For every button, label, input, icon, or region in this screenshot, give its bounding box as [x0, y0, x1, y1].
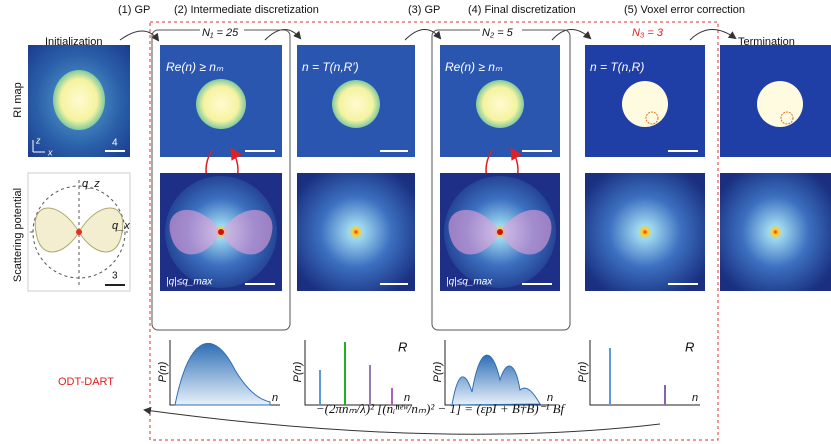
step-arrow — [552, 29, 590, 40]
page: ODT-DART workflow {"steps": ["(1) GP", "… — [0, 0, 831, 444]
step-arrow — [265, 29, 300, 40]
figure: (1) GP (2) Intermediate discretization (… — [0, 0, 831, 444]
panel-label: Re(n) ≥ nₘ — [445, 60, 503, 74]
histogram — [452, 355, 540, 405]
equation: −(2πnₘ/λ)² [(nᵢⁿᵉʷ/nₘ)² − 1] = (εpI + B†… — [316, 401, 567, 416]
scale-label: 4 — [112, 138, 118, 149]
row-label: Scattering potential — [12, 188, 24, 282]
ri-map — [622, 81, 668, 127]
histogram-label: R — [685, 339, 694, 354]
scattering-potential — [497, 229, 503, 235]
ri-maps — [28, 45, 831, 157]
step-arrow — [690, 29, 735, 40]
panel-label: Re(n) ≥ nₘ — [166, 60, 224, 74]
step-label: (1) GP — [118, 4, 150, 16]
histogram-label: R — [398, 339, 407, 354]
histogram-label: P(n) — [432, 361, 444, 382]
axis-label: q_z — [82, 178, 100, 190]
aperture-label: |q|≤q_max — [446, 277, 493, 288]
aperture-label: |q|≤q_max — [166, 277, 213, 288]
iteration-label: N₁ = 25 — [202, 27, 239, 39]
scale-label: 3 — [112, 271, 118, 282]
ri-map — [476, 80, 524, 128]
axis-label: z — [35, 135, 41, 145]
scattering-potential — [76, 229, 82, 235]
panel-label: n = T(n,R′) — [302, 60, 359, 74]
step-label: (3) GP — [408, 4, 440, 16]
row-label: RI map — [12, 82, 24, 117]
step-label: (2) Intermediate discretization — [174, 4, 319, 16]
axis-label: q_x — [112, 220, 130, 232]
ri-map — [53, 70, 105, 130]
histogram-label: P(n) — [292, 361, 304, 382]
scattering-potential — [720, 173, 831, 291]
iteration-labels: N₁ = 25 N₂ = 5 N₃ = 3 — [200, 26, 670, 39]
step-label: (4) Final discretization — [468, 4, 576, 16]
histogram-label: P(n) — [577, 361, 589, 382]
ri-map — [196, 79, 246, 129]
axis-label: x — [47, 147, 53, 157]
body: (1) GP (2) Intermediate discretization (… — [0, 0, 831, 444]
histogram-label: n — [272, 392, 278, 404]
scattering-potential — [297, 173, 415, 291]
step-labels: (1) GP (2) Intermediate discretization (… — [118, 4, 745, 16]
panel-label: n = T(n,R) — [590, 60, 644, 74]
ri-map — [757, 81, 803, 127]
iteration-label: N₂ = 5 — [482, 27, 514, 39]
scattering-potentials — [28, 173, 831, 291]
iteration-label: N₃ = 3 — [632, 27, 664, 39]
ri-map — [332, 80, 380, 128]
histogram — [305, 340, 412, 405]
histogram-label: n — [692, 392, 698, 404]
histogram-label: P(n) — [157, 361, 169, 382]
histogram — [175, 343, 270, 405]
histogram — [590, 340, 700, 405]
method-label: ODT-DART — [58, 376, 114, 388]
scattering-potential — [218, 229, 224, 235]
step-label: (5) Voxel error correction — [624, 4, 745, 16]
scattering-potential — [585, 173, 705, 291]
